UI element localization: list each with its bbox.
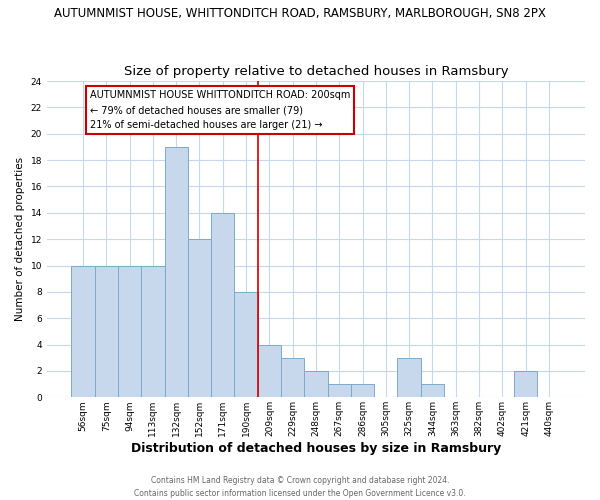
- Bar: [397, 358, 421, 398]
- Bar: [258, 344, 281, 398]
- Bar: [421, 384, 444, 398]
- Title: Size of property relative to detached houses in Ramsbury: Size of property relative to detached ho…: [124, 66, 508, 78]
- Bar: [188, 239, 211, 398]
- Text: Contains HM Land Registry data © Crown copyright and database right 2024.
Contai: Contains HM Land Registry data © Crown c…: [134, 476, 466, 498]
- Bar: [164, 147, 188, 398]
- Bar: [514, 371, 537, 398]
- Bar: [281, 358, 304, 398]
- Bar: [328, 384, 351, 398]
- Text: AUTUMNMIST HOUSE, WHITTONDITCH ROAD, RAMSBURY, MARLBOROUGH, SN8 2PX: AUTUMNMIST HOUSE, WHITTONDITCH ROAD, RAM…: [54, 8, 546, 20]
- Bar: [71, 266, 95, 398]
- Bar: [95, 266, 118, 398]
- Bar: [304, 371, 328, 398]
- Bar: [211, 213, 235, 398]
- Bar: [351, 384, 374, 398]
- Bar: [118, 266, 141, 398]
- Y-axis label: Number of detached properties: Number of detached properties: [15, 157, 25, 321]
- Bar: [141, 266, 164, 398]
- Text: AUTUMNMIST HOUSE WHITTONDITCH ROAD: 200sqm
← 79% of detached houses are smaller : AUTUMNMIST HOUSE WHITTONDITCH ROAD: 200s…: [90, 90, 350, 130]
- Bar: [235, 292, 258, 398]
- X-axis label: Distribution of detached houses by size in Ramsbury: Distribution of detached houses by size …: [131, 442, 501, 455]
